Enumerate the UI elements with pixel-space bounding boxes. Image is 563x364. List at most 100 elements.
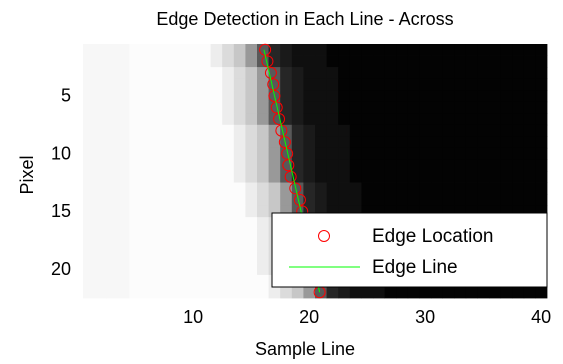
pixel [83, 125, 95, 137]
pixel [187, 56, 199, 68]
pixel [489, 183, 501, 195]
pixel [431, 194, 443, 206]
pixel [222, 159, 234, 171]
pixel [408, 44, 420, 56]
pixel [118, 113, 130, 125]
pixel [95, 125, 107, 137]
pixel [477, 125, 489, 137]
pixel [338, 125, 350, 137]
pixel [95, 217, 107, 229]
pixel [501, 136, 513, 148]
pixel [292, 44, 304, 56]
pixel [327, 148, 339, 160]
pixel [350, 56, 362, 68]
pixel [129, 113, 141, 125]
pixel [164, 159, 176, 171]
y-tick-label: 15 [51, 201, 71, 221]
pixel [95, 79, 107, 91]
pixel [454, 90, 466, 102]
pixel [477, 148, 489, 160]
pixel [234, 148, 246, 160]
pixel [153, 44, 165, 56]
y-tick-label: 5 [61, 86, 71, 106]
pixel [141, 90, 153, 102]
pixel [338, 79, 350, 91]
pixel [257, 286, 269, 298]
pixel [385, 90, 397, 102]
pixel [95, 183, 107, 195]
pixel [477, 194, 489, 206]
pixel [129, 56, 141, 68]
chart: Edge Detection in Each Line - Across Sam… [0, 0, 563, 364]
pixel [199, 56, 211, 68]
pixel [443, 286, 455, 298]
pixel [396, 286, 408, 298]
pixel [141, 286, 153, 298]
pixel [512, 125, 524, 137]
pixel [106, 44, 118, 56]
pixel [118, 90, 130, 102]
pixel [153, 171, 165, 183]
pixel [222, 56, 234, 68]
pixel [280, 90, 292, 102]
pixel [164, 286, 176, 298]
pixel [419, 113, 431, 125]
pixel [234, 67, 246, 79]
pixel [118, 183, 130, 195]
pixel [466, 171, 478, 183]
pixel [95, 206, 107, 218]
pixel [222, 206, 234, 218]
pixel [327, 56, 339, 68]
pixel [257, 206, 269, 218]
pixel [118, 263, 130, 275]
pixel [176, 159, 188, 171]
pixel [338, 90, 350, 102]
pixel [176, 67, 188, 79]
pixel [419, 286, 431, 298]
pixel [535, 171, 547, 183]
pixel [373, 113, 385, 125]
pixel [199, 171, 211, 183]
pixel [419, 194, 431, 206]
pixel [292, 67, 304, 79]
pixel [199, 194, 211, 206]
pixel [245, 171, 257, 183]
pixel [187, 286, 199, 298]
pixel [350, 79, 362, 91]
pixel [373, 286, 385, 298]
pixel [118, 252, 130, 264]
pixel [199, 102, 211, 114]
pixel [396, 113, 408, 125]
pixel [141, 67, 153, 79]
pixel [129, 263, 141, 275]
pixel [129, 286, 141, 298]
pixel [524, 286, 536, 298]
pixel [234, 171, 246, 183]
pixel [211, 217, 223, 229]
pixel [477, 159, 489, 171]
pixel [176, 183, 188, 195]
pixel [373, 194, 385, 206]
pixel [361, 171, 373, 183]
pixel [303, 183, 315, 195]
pixel [524, 102, 536, 114]
pixel [396, 148, 408, 160]
pixel [129, 275, 141, 287]
pixel [373, 148, 385, 160]
pixel [292, 56, 304, 68]
pixel [257, 148, 269, 160]
pixel [385, 136, 397, 148]
pixel [303, 102, 315, 114]
pixel [443, 79, 455, 91]
pixel [292, 102, 304, 114]
pixel [83, 159, 95, 171]
pixel [211, 79, 223, 91]
pixel [501, 159, 513, 171]
pixel [535, 79, 547, 91]
pixel [269, 286, 281, 298]
pixel [234, 194, 246, 206]
pixel [176, 90, 188, 102]
pixel [199, 240, 211, 252]
pixel [83, 90, 95, 102]
pixel [535, 56, 547, 68]
